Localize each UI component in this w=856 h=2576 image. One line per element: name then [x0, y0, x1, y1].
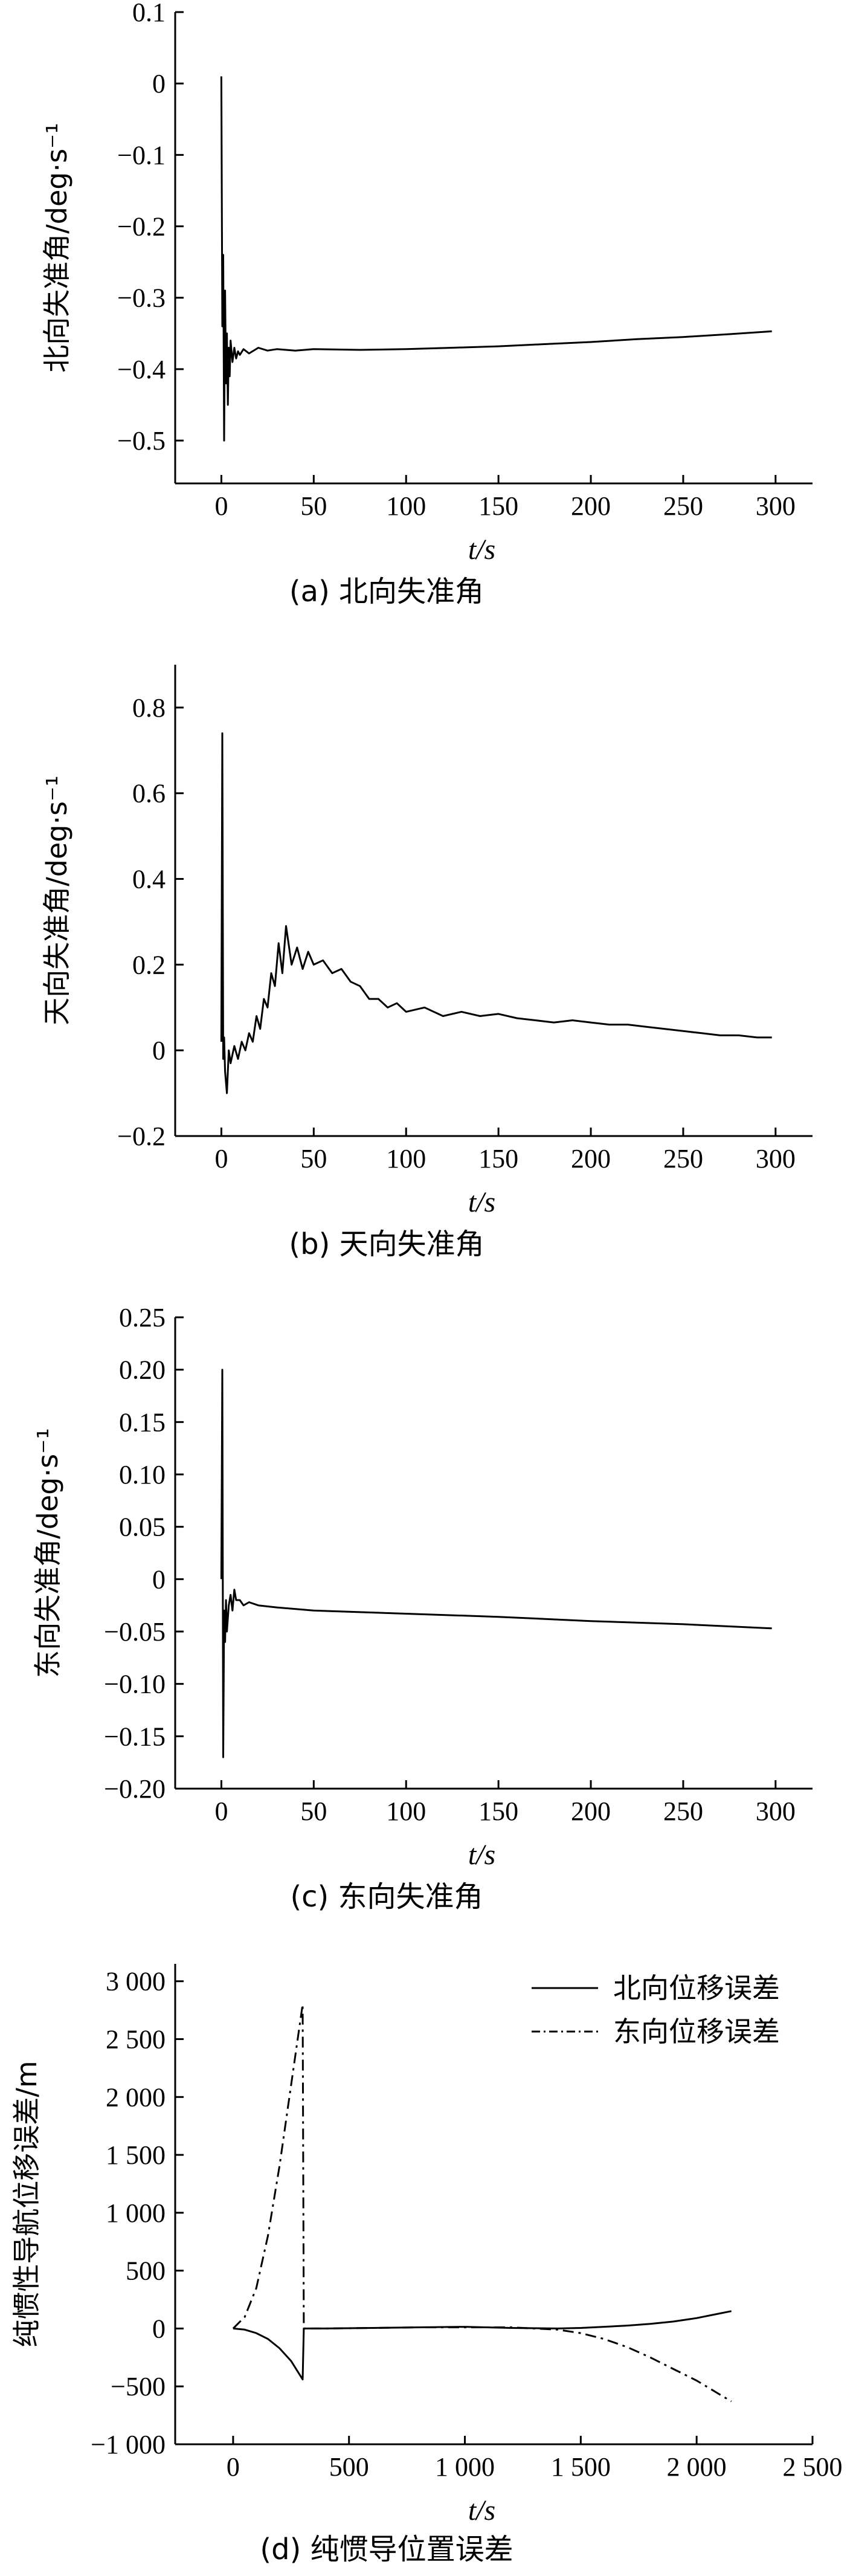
y-tick-label: 0	[152, 1564, 166, 1594]
x-tick-label: 200	[571, 1144, 611, 1173]
x-tick-label: 1 500	[551, 2452, 611, 2482]
y-axis-label: 北向失准角/deg·s⁻¹	[40, 123, 73, 373]
chart-panel: 0 50 100 150 200 250 300 0.1 0 −0.1 −0.2 −0.3 −0.4 −0…	[40, 0, 813, 608]
x-axis-label: t/s	[468, 1186, 495, 1218]
x-tick-label: 150	[478, 1796, 518, 1826]
y-tick-label: 0.25	[119, 1303, 166, 1332]
series-line	[232, 2003, 732, 2403]
y-tick-label: −0.5	[117, 426, 166, 456]
y-tick-label: 0.8	[132, 693, 166, 723]
x-tick-label: 100	[386, 1796, 426, 1826]
x-tick-label: 150	[478, 491, 518, 521]
x-tick-label: 1 000	[435, 2452, 495, 2482]
chart-caption: (a) 北向失准角	[289, 575, 484, 608]
x-tick-label: 300	[756, 1796, 796, 1826]
y-tick-label: 2 500	[106, 2025, 166, 2055]
x-tick-label: 50	[300, 491, 327, 521]
chart-panel: 0 50 100 150 200 250 300 0.8 0.6 0.4 0.2 0 −0.2 t/s 天向…	[40, 665, 813, 1261]
y-axis-label: 纯惯性导航位移误差/m	[10, 2061, 43, 2347]
chart-panel: 0 500 1 000 1 500 2 000 2 500 3 000 2 500 2 000 1…	[10, 1964, 843, 2566]
y-tick-label: 500	[126, 2256, 166, 2286]
chart-panel: 0 50 100 150 200 250 300 0.25 0.20 0.15 0.10 0.05 0 −…	[31, 1303, 813, 1914]
y-tick-label: 0	[152, 2314, 166, 2343]
x-tick-label: 500	[329, 2452, 369, 2482]
y-tick-label: 0	[152, 69, 166, 98]
y-tick-label: −0.20	[104, 1774, 166, 1804]
y-tick-label: 0.10	[119, 1460, 166, 1490]
x-tick-label: 300	[756, 1144, 796, 1173]
x-tick-label: 50	[300, 1796, 327, 1826]
x-axis-label: t/s	[468, 534, 495, 566]
y-tick-label: −0.10	[104, 1670, 166, 1699]
x-tick-label: 0	[214, 491, 228, 521]
y-tick-label: 1 500	[106, 2140, 166, 2170]
y-tick-label: −500	[111, 2372, 166, 2401]
series-line	[220, 76, 772, 442]
y-tick-label: 0.20	[119, 1355, 166, 1385]
y-tick-label: −0.15	[104, 1722, 166, 1751]
x-axis-label: t/s	[468, 2494, 495, 2526]
x-tick-label: 50	[300, 1144, 327, 1173]
y-tick-label: 2 000	[106, 2082, 166, 2112]
chart-caption: (d) 纯惯导位置误差	[260, 2532, 513, 2566]
x-tick-label: 100	[386, 491, 426, 521]
y-tick-label: −0.2	[117, 212, 166, 242]
y-tick-label: 1 000	[106, 2198, 166, 2228]
y-tick-label: 0.05	[119, 1512, 166, 1542]
x-tick-label: 300	[756, 491, 796, 521]
x-tick-label: 2 500	[783, 2452, 843, 2482]
legend-label: 东向位移误差	[613, 2015, 780, 2048]
y-tick-label: 3 000	[106, 1967, 166, 1997]
chart-caption: (c) 东向失准角	[290, 1880, 483, 1914]
x-tick-label: 0	[227, 2452, 240, 2482]
x-tick-label: 150	[478, 1144, 518, 1173]
x-tick-label: 0	[214, 1144, 228, 1173]
y-tick-label: −0.3	[117, 283, 166, 313]
y-tick-label: −0.2	[117, 1122, 166, 1151]
x-tick-label: 250	[663, 1796, 703, 1826]
series-line	[220, 1369, 772, 1758]
x-tick-label: 2 000	[667, 2452, 727, 2482]
x-axis-label: t/s	[468, 1839, 495, 1871]
legend-label: 北向位移误差	[613, 1972, 780, 2004]
x-tick-label: 200	[571, 491, 611, 521]
y-tick-label: −0.1	[117, 140, 166, 170]
y-axis-label: 东向失准角/deg·s⁻¹	[31, 1428, 64, 1678]
chart-caption: (b) 天向失准角	[289, 1227, 484, 1261]
y-tick-label: 0.2	[132, 950, 166, 980]
y-tick-label: 0.4	[132, 865, 166, 894]
x-tick-label: 250	[663, 1144, 703, 1173]
y-tick-label: 0	[152, 1036, 166, 1065]
x-tick-label: 200	[571, 1796, 611, 1826]
series-line	[220, 732, 772, 1094]
y-tick-label: −1 000	[91, 2430, 166, 2459]
y-tick-label: 0.15	[119, 1407, 166, 1437]
y-tick-label: −0.4	[117, 355, 166, 384]
y-tick-label: −0.05	[104, 1617, 166, 1647]
y-tick-label: 0.6	[132, 779, 166, 809]
y-axis-label: 天向失准角/deg·s⁻¹	[40, 775, 73, 1025]
series-line	[233, 2310, 732, 2381]
x-tick-label: 100	[386, 1144, 426, 1173]
x-tick-label: 250	[663, 491, 703, 521]
x-tick-label: 0	[214, 1796, 228, 1826]
y-tick-label: 0.1	[132, 0, 166, 27]
